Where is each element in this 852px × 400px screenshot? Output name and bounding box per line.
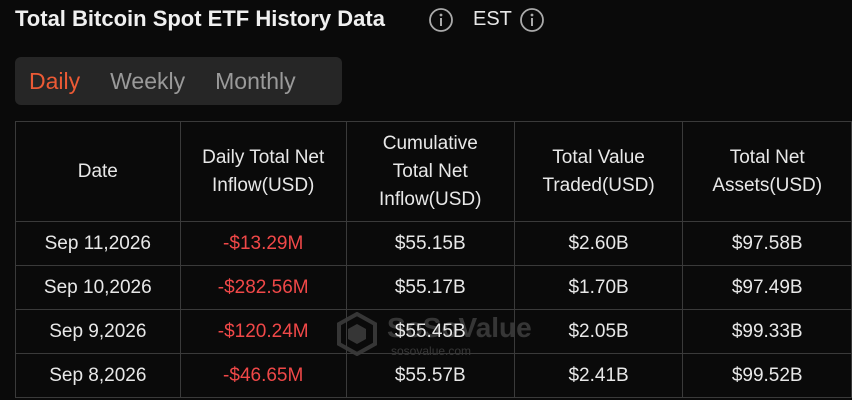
table-cell: $2.60B	[513, 221, 684, 266]
column-header: Daily Total Net Inflow(USD)	[179, 121, 347, 222]
table-cell: -$120.24M	[179, 309, 347, 354]
table-cell: Sep 11,2026	[15, 221, 181, 266]
table-row: Sep 11,2026 -$13.29M $55.15B $2.60B $97.58B	[15, 221, 852, 266]
table-cell: $55.57B	[345, 353, 515, 398]
timezone: EST	[473, 8, 512, 30]
table-cell: -$13.29M	[179, 221, 347, 266]
table-cell: $55.15B	[345, 221, 515, 266]
table-cell: $99.52B	[682, 353, 852, 398]
tab-bar: Daily Weekly Monthly	[15, 57, 342, 105]
column-header: Date	[15, 121, 181, 222]
history-table: Date Daily Total Net Inflow(USD) Cumulativ…	[15, 121, 852, 398]
tab[interactable]: Daily	[29, 67, 81, 94]
table-cell: $97.58B	[682, 221, 852, 266]
table-cell: $2.41B	[513, 353, 684, 398]
table-cell: -$46.65M	[179, 353, 347, 398]
table-cell: Sep 8,2026	[15, 353, 181, 398]
info-icon[interactable]	[428, 7, 454, 33]
page-title: Total Bitcoin Spot ETF History Data	[15, 6, 385, 31]
table-cell: Sep 10,2026	[15, 265, 181, 310]
tab[interactable]: Weekly	[110, 67, 186, 94]
header-row: Date Daily Total Net Inflow(USD) Cumulativ…	[15, 121, 852, 222]
table-row: Sep 10,2026 -$282.56M $55.17B $1.70B $97.49B	[15, 265, 852, 310]
tab[interactable]: Monthly	[215, 67, 296, 94]
table-cell: $97.49B	[682, 265, 852, 310]
column-header: Total Value Traded(USD)	[513, 121, 684, 222]
table-row: Sep 9,2026 -$120.24M $55.45B $2.05B $99.33B	[15, 309, 852, 354]
table-cell: $55.17B	[345, 265, 515, 310]
table-cell: $55.45B	[345, 309, 515, 354]
table-cell: $1.70B	[513, 265, 684, 310]
table-row: Sep 8,2026 -$46.65M $55.57B $2.41B $99.52B	[15, 353, 852, 398]
table-cell: $2.05B	[513, 309, 684, 354]
table-cell: -$282.56M	[179, 265, 347, 310]
info-icon[interactable]	[519, 7, 545, 33]
table-cell: Sep 9,2026	[15, 309, 181, 354]
column-header: Total Net Assets(USD)	[682, 121, 852, 222]
column-header: Cumulative Total Net Inflow(USD)	[345, 121, 515, 222]
table-cell: $99.33B	[682, 309, 852, 354]
